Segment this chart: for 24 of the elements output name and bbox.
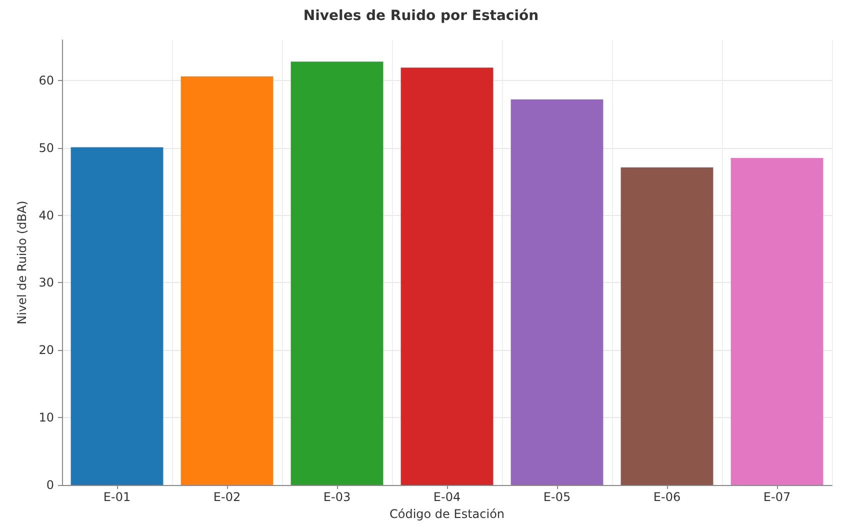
y-tick-label: 0 [46,478,54,492]
x-tick-label: E-01 [103,490,131,504]
chart-title: Niveles de Ruido por Estación [303,8,539,24]
bar [70,147,164,485]
x-tick-label: E-03 [323,490,351,504]
bar [510,99,604,485]
y-tick-label: 30 [38,276,54,290]
x-tick-label: E-05 [543,490,571,504]
y-tick-label: 10 [38,410,54,425]
y-tick-label: 60 [38,73,54,88]
x-tick-label: E-02 [213,490,241,504]
bar [180,76,274,485]
bar [620,167,714,485]
x-tick-label: E-07 [763,490,791,504]
bar [400,68,494,485]
y-axis-title: Nivel de Ruido (dBA) [14,200,29,324]
bar [290,62,384,485]
x-axis-title: Código de Estación [389,506,505,521]
y-tick-label: 50 [38,140,54,155]
y-tick-label: 20 [38,343,54,358]
bar [730,158,824,485]
x-tick-label: E-04 [433,490,461,504]
y-tick-label: 40 [38,208,54,222]
x-tick-label: E-06 [653,490,681,504]
